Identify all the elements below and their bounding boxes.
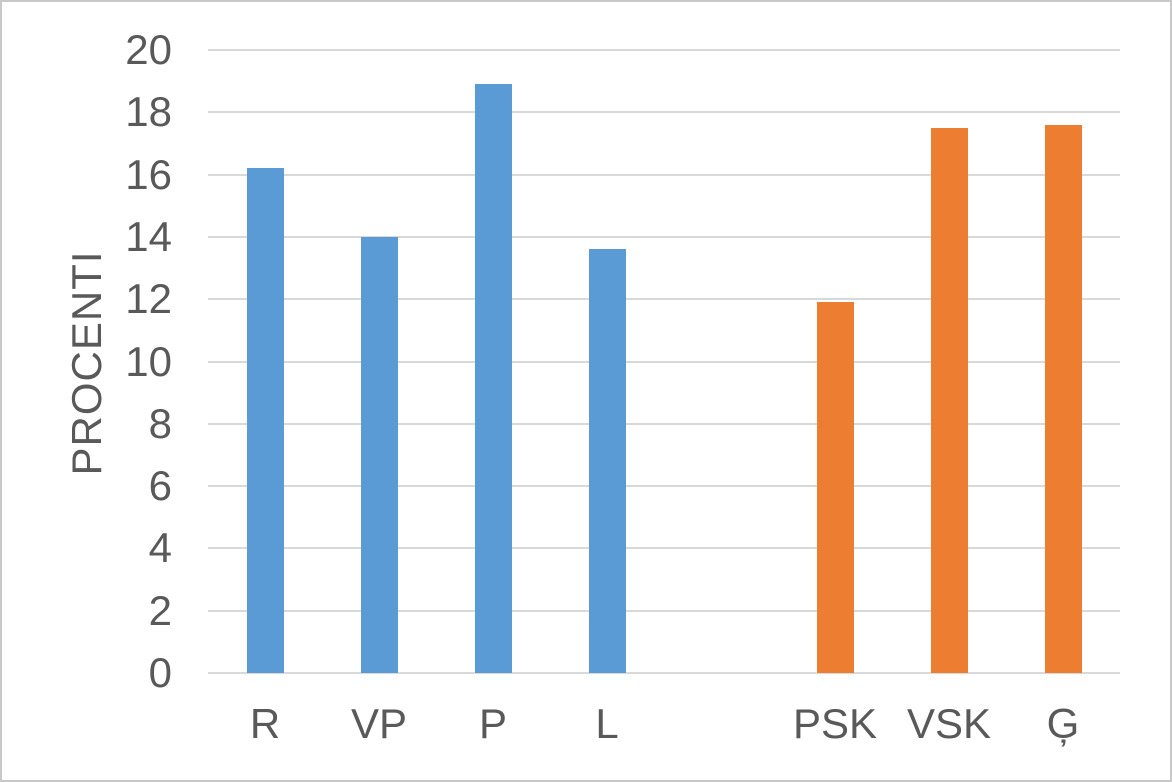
bar-PSK: [816, 302, 854, 673]
bar-L: [588, 249, 626, 673]
bar-P: [474, 84, 512, 673]
gridline: [208, 235, 1120, 238]
y-tick-label: 2: [148, 586, 172, 634]
gridline: [208, 485, 1120, 488]
bar-R: [246, 168, 284, 673]
x-axis-label-VSK: VSK: [906, 700, 992, 747]
x-axis-label-P: P: [478, 700, 507, 747]
x-axis-label-R: R: [249, 700, 281, 747]
y-tick-label: 8: [148, 399, 172, 447]
gridline: [208, 609, 1120, 612]
gridline: [208, 547, 1120, 550]
gridline: [208, 49, 1120, 51]
y-tick-label: 16: [125, 150, 172, 198]
gridline: [208, 672, 1120, 674]
gridline: [208, 422, 1120, 425]
y-tick-label: 6: [148, 462, 172, 510]
gridline: [208, 360, 1120, 363]
y-tick-label: 14: [125, 212, 172, 260]
gridline: [208, 173, 1120, 176]
bar-VP: [360, 236, 398, 673]
gridline: [208, 298, 1120, 301]
x-axis-label-PSK: PSK: [792, 700, 878, 747]
plot-area: [208, 49, 1120, 674]
y-tick-label: 4: [148, 524, 172, 572]
x-axis-label-L: L: [595, 700, 619, 747]
y-tick-label: 18: [125, 88, 172, 136]
y-tick-label: 10: [125, 337, 172, 385]
gridline: [208, 111, 1120, 114]
bar-Ģ: [1044, 124, 1082, 673]
y-tick-label: 20: [125, 26, 172, 73]
bar-VSK: [930, 127, 968, 673]
x-axis-label-Ģ: Ģ: [1046, 700, 1080, 747]
x-axis-label-VP: VP: [350, 700, 408, 747]
y-tick-label: 12: [125, 275, 172, 323]
y-tick-label: 0: [148, 649, 172, 696]
